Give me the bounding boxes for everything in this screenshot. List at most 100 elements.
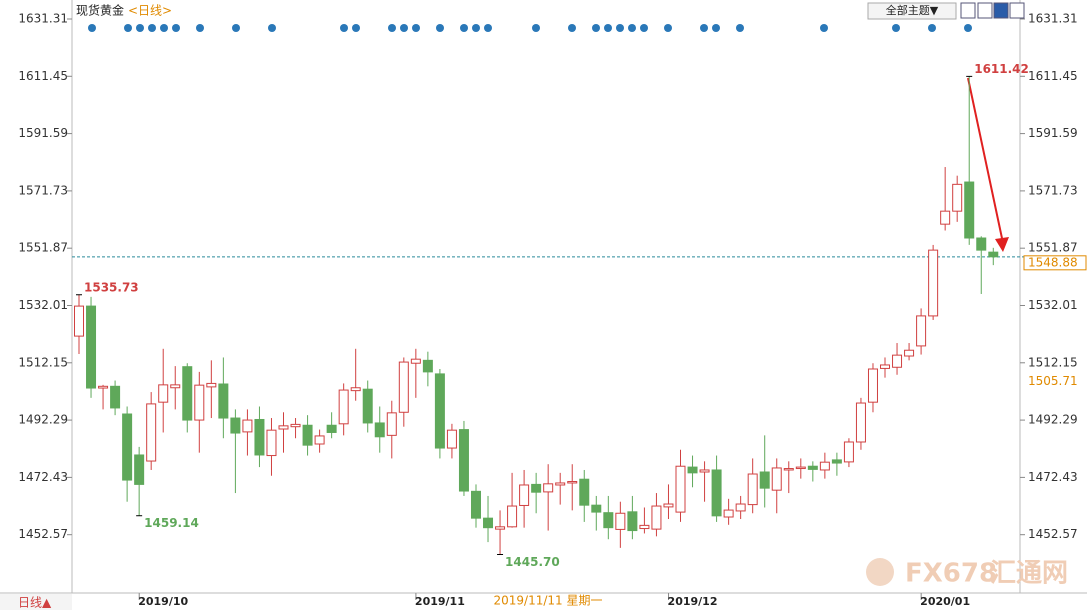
event-marker bbox=[628, 24, 636, 32]
y-tick-label: 1631.31 bbox=[18, 11, 68, 25]
candle-body bbox=[446, 429, 457, 449]
crosshair-price-label: 1505.71 bbox=[1028, 374, 1078, 388]
event-marker bbox=[604, 24, 612, 32]
x-tick-label: 2020/01 bbox=[920, 595, 970, 608]
candle-body bbox=[374, 422, 385, 438]
candle-body bbox=[86, 305, 97, 389]
candle-body bbox=[302, 424, 313, 446]
candle-body bbox=[916, 315, 927, 347]
event-marker bbox=[196, 24, 204, 32]
y-tick-label: 1591.59 bbox=[18, 126, 68, 140]
event-marker bbox=[640, 24, 648, 32]
x-tick-label: 2019/10 bbox=[138, 595, 188, 608]
candle-body bbox=[964, 181, 975, 239]
candle-body bbox=[74, 305, 84, 337]
candle-body bbox=[555, 482, 566, 486]
event-marker bbox=[88, 24, 96, 32]
candle-body bbox=[122, 413, 133, 481]
y-tick-label: 1571.73 bbox=[18, 183, 68, 197]
candle-body bbox=[362, 388, 373, 424]
candle-body bbox=[290, 423, 301, 428]
candle-body bbox=[843, 441, 854, 463]
watermark: FX678 bbox=[905, 559, 997, 589]
event-marker bbox=[148, 24, 156, 32]
candle-body bbox=[386, 412, 397, 436]
event-marker bbox=[460, 24, 468, 32]
extreme-label: 1445.70 bbox=[505, 555, 560, 569]
icon-button[interactable] bbox=[960, 2, 976, 19]
event-marker bbox=[484, 24, 492, 32]
candle-body bbox=[567, 481, 578, 484]
event-marker bbox=[352, 24, 360, 32]
candle-body bbox=[627, 511, 638, 532]
event-marker bbox=[928, 24, 936, 32]
candle-body bbox=[278, 425, 289, 430]
candle-body bbox=[230, 417, 241, 434]
candle-body bbox=[699, 469, 710, 473]
candle-body bbox=[711, 469, 722, 517]
chart-title: 现货黄金 bbox=[76, 3, 124, 18]
candle-body bbox=[880, 364, 891, 369]
extreme-label: 1611.42 bbox=[974, 62, 1029, 76]
theme-button-box[interactable] bbox=[867, 2, 957, 20]
y-tick-label: 1492.29 bbox=[18, 413, 68, 427]
event-marker bbox=[436, 24, 444, 32]
event-marker bbox=[172, 24, 180, 32]
candle-body bbox=[783, 468, 794, 471]
candle-body bbox=[495, 526, 506, 530]
candle-body bbox=[458, 429, 469, 492]
period-switch-box[interactable] bbox=[0, 594, 72, 610]
candle-body bbox=[146, 403, 157, 462]
arrow bbox=[967, 77, 1004, 244]
watermark-logo bbox=[866, 558, 894, 586]
candle-body bbox=[314, 435, 325, 445]
candle-body bbox=[687, 466, 698, 474]
event-marker bbox=[820, 24, 828, 32]
y-tick-label: 1452.57 bbox=[18, 527, 68, 541]
candle-body bbox=[579, 478, 590, 506]
event-marker bbox=[568, 24, 576, 32]
candle-body bbox=[651, 505, 662, 530]
candle-body bbox=[543, 483, 554, 493]
candle-body bbox=[807, 465, 818, 470]
event-marker bbox=[700, 24, 708, 32]
candle-body bbox=[819, 461, 830, 471]
period-label: <日线> bbox=[128, 4, 172, 18]
extreme-label: 1459.14 bbox=[144, 516, 199, 530]
candle-body bbox=[952, 183, 963, 212]
candle-body bbox=[723, 509, 734, 518]
candle-body bbox=[194, 384, 205, 421]
event-marker bbox=[388, 24, 396, 32]
candle-body bbox=[338, 389, 349, 425]
candle-body bbox=[266, 429, 277, 457]
event-marker bbox=[892, 24, 900, 32]
event-marker bbox=[124, 24, 132, 32]
candle-body bbox=[639, 524, 650, 530]
candle-body bbox=[663, 503, 674, 508]
candle-body bbox=[759, 471, 770, 489]
y2-tick-label: 1512.15 bbox=[1028, 355, 1078, 369]
candle-body bbox=[206, 382, 217, 388]
candle-body bbox=[170, 384, 181, 389]
x-tick-label: 2019/12 bbox=[668, 595, 718, 608]
last-price-box bbox=[1023, 255, 1087, 271]
x-tick-label: 2019/11 bbox=[415, 595, 465, 608]
y2-tick-label: 1492.29 bbox=[1028, 413, 1078, 427]
event-marker bbox=[664, 24, 672, 32]
candle-body bbox=[410, 358, 421, 364]
watermark: 汇通网 bbox=[990, 559, 1068, 589]
y2-tick-label: 1591.59 bbox=[1028, 126, 1078, 140]
y-tick-label: 1611.45 bbox=[18, 69, 68, 83]
period-switch[interactable]: 日线▲ bbox=[18, 596, 52, 610]
icon-button[interactable] bbox=[1009, 2, 1025, 19]
candle-body bbox=[771, 467, 782, 491]
theme-button[interactable]: 全部主题▼ bbox=[886, 3, 939, 17]
icon-button[interactable] bbox=[977, 2, 993, 19]
event-marker bbox=[736, 24, 744, 32]
candle-body bbox=[603, 512, 614, 529]
candle-body bbox=[531, 483, 542, 493]
icon-button[interactable] bbox=[993, 2, 1009, 19]
y-tick-label: 1551.87 bbox=[18, 241, 68, 255]
